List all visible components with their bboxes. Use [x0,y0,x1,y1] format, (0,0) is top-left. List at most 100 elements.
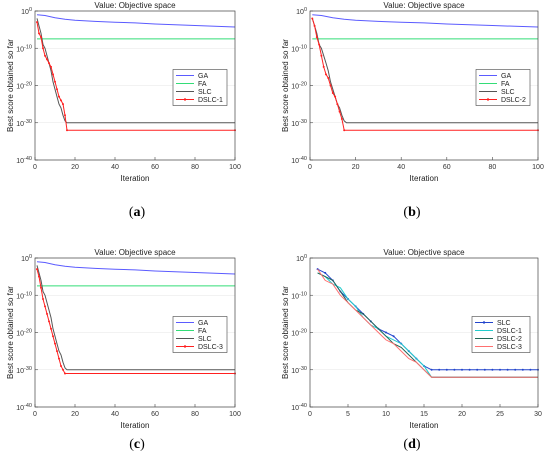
data-point [521,368,524,371]
data-point [491,368,494,371]
x-tick-label: 40 [111,411,119,418]
data-point [66,129,68,132]
y-tick-label: 10-30 [291,366,307,375]
data-point [54,342,56,345]
data-point [453,368,456,371]
x-tick-label: 20 [71,411,79,418]
y-tick-label: 10-30 [16,366,32,375]
x-tick-label: 20 [352,164,360,171]
x-tick-label: 100 [229,411,241,418]
x-tick-label: 60 [151,164,159,171]
data-point [315,36,318,39]
series-line-ga [36,14,236,28]
series-line-ga [36,261,236,275]
data-point [461,368,463,371]
y-axis-label: Best score obtained so far [281,39,290,132]
data-point [58,95,60,98]
legend-label: GA [198,73,208,80]
y-tick-label: 10-10 [16,291,32,300]
y-tick-label: 10-40 [16,156,32,165]
x-tick-label: 25 [496,411,504,418]
x-tick-label: 80 [191,164,199,171]
x-tick-label: 5 [346,411,350,418]
caption-b: (b) [403,205,421,220]
x-tick-label: 60 [151,411,159,418]
data-point [44,54,46,57]
x-tick-label: 15 [420,411,428,418]
legend-label: FA [501,81,510,88]
x-tick-label: 80 [489,164,497,171]
data-point [42,297,44,300]
data-point [514,368,517,371]
y-tick-label: 10-40 [16,403,32,412]
data-point [468,368,471,371]
data-point [62,103,64,106]
series-line-slc [36,18,235,124]
legend-label: SLC [497,320,511,327]
y-tick-label: 100 [296,7,307,16]
x-tick-label: 40 [111,164,119,171]
data-point [36,268,38,271]
series-line-ga [312,14,539,28]
data-point [48,320,50,323]
x-axis-label: Iteration [410,174,439,183]
x-tick-label: 0 [308,164,312,171]
data-point [329,84,332,87]
y-tick-label: 10-30 [291,119,307,128]
legend-marker [183,98,187,101]
data-point [334,95,337,98]
caption-a: (a) [128,205,146,220]
y-tick-label: 10-40 [291,403,307,412]
data-point [60,99,62,102]
x-tick-label: 20 [458,411,466,418]
data-point [318,43,321,46]
legend-label: DSLC-3 [198,344,223,351]
data-point [52,335,54,338]
x-tick-label: 80 [191,411,199,418]
data-point [40,36,42,39]
data-point [62,368,64,371]
data-point [46,58,48,61]
x-tick-label: 60 [443,164,451,171]
x-tick-label: 40 [397,164,405,171]
legend-label: DSLC-1 [497,328,522,335]
y-tick-label: 10-10 [291,291,307,300]
chart-title: Value: Objective space [383,248,465,257]
chart-title: Value: Objective space [94,248,176,257]
data-point [445,368,448,371]
data-point [64,372,66,375]
x-tick-label: 20 [71,164,79,171]
data-point [336,103,339,106]
data-point [40,286,42,289]
y-tick-label: 10-20 [291,82,307,91]
chart-panel-2: 100 10-10 10-20 10-30 10-400 20 40 60 80 100 Value… [281,1,544,183]
y-tick-label: 10-20 [16,329,32,338]
y-tick-label: 10-20 [16,82,32,91]
legend-marker [183,345,187,348]
legend-label: GA [501,73,511,80]
series-line-dslc-2 [311,18,538,131]
data-point [438,368,441,371]
x-tick-label: 10 [382,411,390,418]
data-point [50,65,52,68]
x-tick-label: 0 [308,411,312,418]
data-point [313,24,316,27]
data-point [56,350,58,353]
y-tick-label: 100 [21,254,32,263]
data-point [50,327,52,330]
x-tick-label: 100 [532,164,544,171]
data-point [529,368,532,371]
chart-panel-1: 100 10-10 10-20 10-30 10-400 20 40 60 80 100 Value… [6,1,241,183]
y-tick-label: 10-30 [16,119,32,128]
x-tick-label: 0 [33,164,37,171]
data-point [324,73,327,76]
data-point [60,365,62,368]
chart-title: Value: Objective space [94,1,176,10]
legend-label: GA [198,320,208,327]
data-point [392,335,395,338]
data-point [54,80,56,83]
